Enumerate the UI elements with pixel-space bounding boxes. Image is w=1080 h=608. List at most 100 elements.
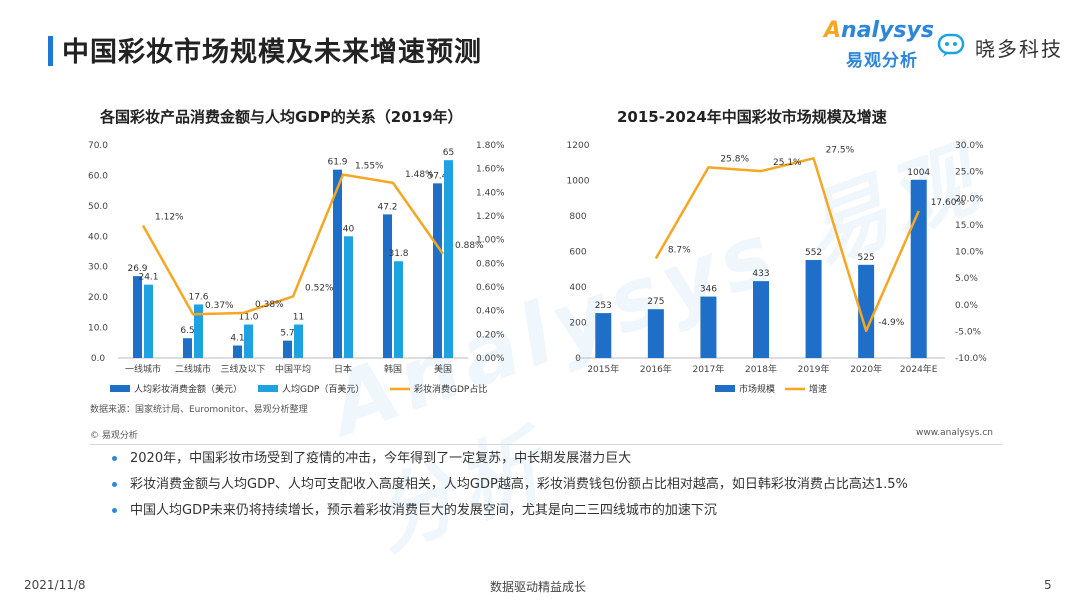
left-y-right-tick: 0.00% [476, 354, 505, 364]
left-bar-label: 6.5 [180, 326, 194, 336]
right-x-tick-label: 2019年 [798, 363, 830, 375]
left-y-left-tick: 0.0 [91, 354, 106, 364]
insight-item: 2020年，中国彩妆市场受到了疫情的冲击，今年得到了一定复苏，中长期发展潜力巨大 [112, 446, 908, 472]
right-bar-label: 346 [700, 285, 717, 295]
footer-date: 2021/11/8 [24, 578, 86, 592]
left-line-label: 0.52% [305, 283, 334, 293]
left-y-right-tick: 0.80% [476, 259, 505, 269]
left-bar-label: 4.1 [230, 334, 244, 344]
left-legend-label: 人均GDP（百美元） [282, 383, 364, 395]
right-y-left-tick: 200 [569, 319, 586, 329]
xiaoduo-logo-text: 晓多科技 [975, 37, 1063, 61]
right-bar-label: 1004 [907, 168, 930, 178]
right-y-left-tick: 1200 [567, 141, 590, 151]
right-bar [700, 296, 717, 358]
analysys-logo-prefix: A [824, 18, 842, 43]
left-bar [394, 261, 403, 358]
left-x-tick-label: 韩国 [384, 363, 402, 375]
left-bar-label: 65 [443, 148, 454, 158]
left-x-tick-label: 中国平均 [275, 363, 311, 375]
right-y-right-tick: 10.0% [955, 248, 984, 258]
left-line-label: 0.38% [255, 300, 284, 310]
right-y-left-tick: 600 [569, 248, 586, 258]
left-line-label: 1.55% [355, 162, 384, 172]
left-chart-title: 各国彩妆产品消费金额与人均GDP的关系（2019年） [100, 108, 463, 126]
right-line-label: 8.7% [668, 245, 691, 255]
right-y-left-tick: 800 [569, 212, 586, 222]
footer-slogan: 数据驱动精益成长 [490, 580, 587, 594]
right-bar [647, 309, 664, 358]
left-bar [233, 345, 242, 358]
insight-text: 彩妆消费金额与人均GDP、人均可支配收入高度相关，人均GDP越高，彩妆消费钱包份… [130, 477, 908, 492]
left-y-left-tick: 40.0 [88, 232, 108, 242]
right-y-right-tick: 30.0% [955, 141, 984, 151]
left-x-tick-label: 三线及以下 [220, 363, 265, 375]
insight-item: 彩妆消费金额与人均GDP、人均可支配收入高度相关，人均GDP越高，彩妆消费钱包份… [112, 472, 908, 498]
left-y-right-tick: 1.00% [476, 236, 505, 246]
left-legend-swatch [110, 385, 130, 392]
left-bar [383, 214, 392, 358]
xiaoduo-logo-icon [937, 33, 965, 57]
left-bar [344, 236, 353, 358]
bullet-dot-icon [112, 508, 117, 513]
analysys-logo-cn: 易观分析 [846, 51, 918, 71]
right-y-right-tick: 15.0% [955, 221, 984, 231]
left-x-tick-label: 日本 [334, 363, 352, 375]
right-bar-label: 253 [595, 301, 612, 311]
left-bar-label: 47.2 [377, 202, 397, 212]
right-x-tick-label: 2017年 [692, 363, 724, 375]
left-bar-label: 40 [343, 224, 355, 234]
left-bar-label: 61.9 [327, 158, 347, 168]
left-line-label: 0.37% [205, 301, 234, 311]
right-bar-label: 525 [858, 253, 875, 263]
page-title: 中国彩妆市场规模及未来增速预测 [62, 37, 482, 68]
left-bar-label: 11.0 [238, 313, 258, 323]
left-y-left-tick: 60.0 [88, 171, 108, 181]
right-bar [910, 179, 927, 358]
right-bar-label: 433 [752, 269, 769, 279]
right-bar-label: 275 [647, 297, 664, 307]
left-bar [444, 160, 453, 358]
left-y-right-tick: 0.40% [476, 307, 505, 317]
left-bar [294, 324, 303, 358]
left-y-right-tick: 1.80% [476, 141, 505, 151]
right-x-tick-label: 2015年 [587, 363, 619, 375]
left-bar-label: 17.6 [188, 292, 208, 302]
left-y-left-tick: 20.0 [88, 293, 108, 303]
source-note: 数据来源：国家统计局、Euromonitor、易观分析整理 [90, 405, 308, 415]
left-legend-swatch [258, 385, 278, 392]
left-bar-label: 11 [293, 313, 304, 323]
right-y-left-tick: 400 [569, 283, 586, 293]
insight-item: 中国人均GDP未来仍将持续增长，预示着彩妆消费巨大的发展空间，尤其是向二三四线城… [112, 498, 908, 524]
right-chart-title: 2015-2024年中国彩妆市场规模及增速 [617, 108, 887, 126]
bullet-dot-icon [112, 456, 117, 461]
right-x-tick-label: 2018年 [745, 363, 777, 375]
right-bar [753, 281, 769, 358]
bullet-dot-icon [112, 482, 117, 487]
left-y-right-tick: 0.20% [476, 330, 505, 340]
right-y-right-tick: 5.0% [955, 274, 978, 284]
right-y-right-tick: -5.0% [955, 327, 982, 337]
left-x-tick-label: 一线城市 [125, 363, 161, 375]
website-url: www.analysys.cn [916, 428, 993, 438]
left-line-label: 0.88% [455, 241, 484, 251]
insight-list: 2020年，中国彩妆市场受到了疫情的冲击，今年得到了一定复苏，中长期发展潜力巨大… [112, 446, 908, 524]
right-x-tick-label: 2020年 [850, 363, 882, 375]
left-bar-label: 57.4 [427, 171, 447, 181]
title-accent-bar [48, 36, 53, 66]
right-bar [595, 313, 612, 358]
right-x-tick-label: 2016年 [640, 363, 672, 375]
left-bar [433, 183, 442, 358]
right-legend-label: 增速 [809, 383, 827, 395]
right-legend-swatch [715, 385, 735, 392]
left-y-left-tick: 10.0 [88, 324, 108, 334]
right-line-label: 27.5% [826, 145, 855, 155]
left-bar-label: 26.9 [127, 264, 147, 274]
copyright: © 易观分析 [90, 431, 138, 441]
right-y-right-tick: 20.0% [955, 194, 984, 204]
right-line-label: -4.9% [878, 318, 905, 328]
right-bar [858, 264, 875, 358]
left-bar-label: 31.8 [388, 249, 408, 259]
left-legend-label: 人均彩妆消费金额（美元） [134, 383, 242, 395]
